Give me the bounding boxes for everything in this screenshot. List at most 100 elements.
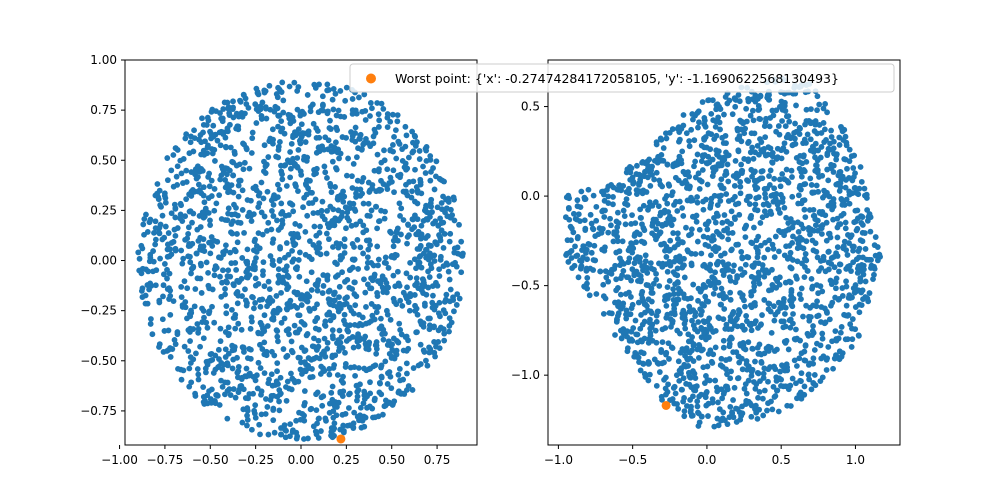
- scatter-point: [368, 259, 375, 266]
- scatter-point: [791, 357, 798, 364]
- scatter-point: [287, 165, 294, 172]
- scatter-point: [310, 210, 317, 216]
- scatter-point: [714, 151, 720, 158]
- scatter-point: [220, 267, 226, 274]
- scatter-point: [315, 109, 322, 116]
- scatter-point: [773, 374, 780, 381]
- scatter-point: [724, 161, 731, 168]
- scatter-point: [717, 301, 724, 308]
- scatter-point: [341, 311, 348, 318]
- scatter-point: [732, 103, 739, 110]
- y-tick-label: −0.50: [80, 354, 117, 368]
- scatter-point: [375, 256, 382, 263]
- scatter-point: [397, 297, 404, 304]
- scatter-point: [218, 216, 225, 222]
- scatter-point: [319, 198, 326, 205]
- scatter-point: [792, 336, 799, 343]
- scatter-point: [274, 333, 281, 340]
- scatter-point: [670, 230, 677, 236]
- scatter-point: [841, 156, 848, 162]
- scatter-point: [183, 167, 190, 174]
- scatter-point: [709, 156, 716, 163]
- scatter-point: [846, 146, 853, 153]
- scatter-point: [321, 335, 328, 342]
- scatter-point: [187, 259, 194, 266]
- scatter-point: [695, 108, 702, 115]
- scatter-point: [311, 81, 318, 88]
- scatter-point: [222, 346, 229, 353]
- scatter-point: [312, 428, 319, 435]
- scatter-point: [757, 378, 763, 385]
- scatter-point: [203, 319, 210, 326]
- scatter-point: [681, 395, 687, 401]
- scatter-point: [357, 131, 364, 138]
- scatter-point: [184, 285, 191, 292]
- scatter-point: [803, 257, 810, 264]
- scatter-point: [361, 336, 367, 342]
- scatter-point: [785, 179, 792, 186]
- scatter-point: [728, 208, 735, 215]
- scatter-point: [400, 217, 407, 223]
- scatter-point: [345, 328, 352, 335]
- scatter-point: [315, 326, 322, 333]
- scatter-point: [229, 365, 236, 372]
- scatter-point: [310, 355, 317, 362]
- scatter-point: [407, 259, 414, 266]
- scatter-point: [450, 294, 456, 301]
- scatter-point: [836, 268, 842, 275]
- scatter-point: [791, 130, 797, 136]
- scatter-point: [763, 115, 769, 122]
- scatter-point: [185, 243, 192, 250]
- scatter-point: [381, 259, 388, 266]
- scatter-point: [726, 343, 733, 350]
- scatter-point: [227, 144, 234, 151]
- scatter-point: [200, 335, 207, 342]
- scatter-point: [792, 120, 798, 127]
- scatter-point: [834, 180, 841, 187]
- scatter-point: [676, 129, 683, 135]
- scatter-point: [639, 263, 646, 270]
- scatter-point: [767, 145, 774, 152]
- scatter-point: [788, 287, 795, 293]
- scatter-point: [177, 215, 183, 222]
- scatter-point: [325, 296, 332, 303]
- scatter-point: [788, 301, 795, 308]
- scatter-point: [756, 106, 763, 112]
- scatter-point: [317, 251, 324, 258]
- scatter-point: [192, 286, 199, 292]
- scatter-point: [319, 402, 326, 409]
- scatter-point: [317, 371, 324, 377]
- scatter-point: [830, 145, 837, 152]
- scatter-point: [351, 206, 358, 213]
- scatter-point: [146, 286, 152, 293]
- scatter-point: [759, 312, 765, 318]
- scatter-point: [341, 236, 348, 243]
- scatter-point: [322, 318, 329, 325]
- scatter-point: [808, 226, 814, 233]
- scatter-point: [690, 341, 697, 347]
- scatter-point: [844, 252, 851, 258]
- scatter-point: [640, 239, 647, 246]
- scatter-point: [847, 321, 854, 328]
- scatter-point: [435, 310, 442, 317]
- scatter-point: [577, 218, 583, 225]
- scatter-point: [801, 206, 808, 213]
- scatter-point: [712, 377, 719, 384]
- scatter-point: [194, 366, 201, 372]
- scatter-point: [417, 181, 424, 188]
- scatter-point: [787, 324, 794, 331]
- scatter-point: [843, 196, 850, 203]
- scatter-point: [658, 157, 665, 164]
- scatter-point: [659, 339, 666, 345]
- scatter-point: [680, 291, 687, 298]
- scatter-point: [298, 302, 305, 308]
- scatter-point: [197, 343, 204, 350]
- scatter-point: [185, 231, 192, 237]
- scatter-point: [653, 382, 660, 389]
- scatter-point: [812, 382, 819, 389]
- scatter-point: [385, 284, 392, 291]
- scatter-point: [412, 198, 418, 205]
- scatter-point: [586, 292, 593, 299]
- scatter-point: [339, 411, 346, 418]
- scatter-point: [325, 224, 332, 231]
